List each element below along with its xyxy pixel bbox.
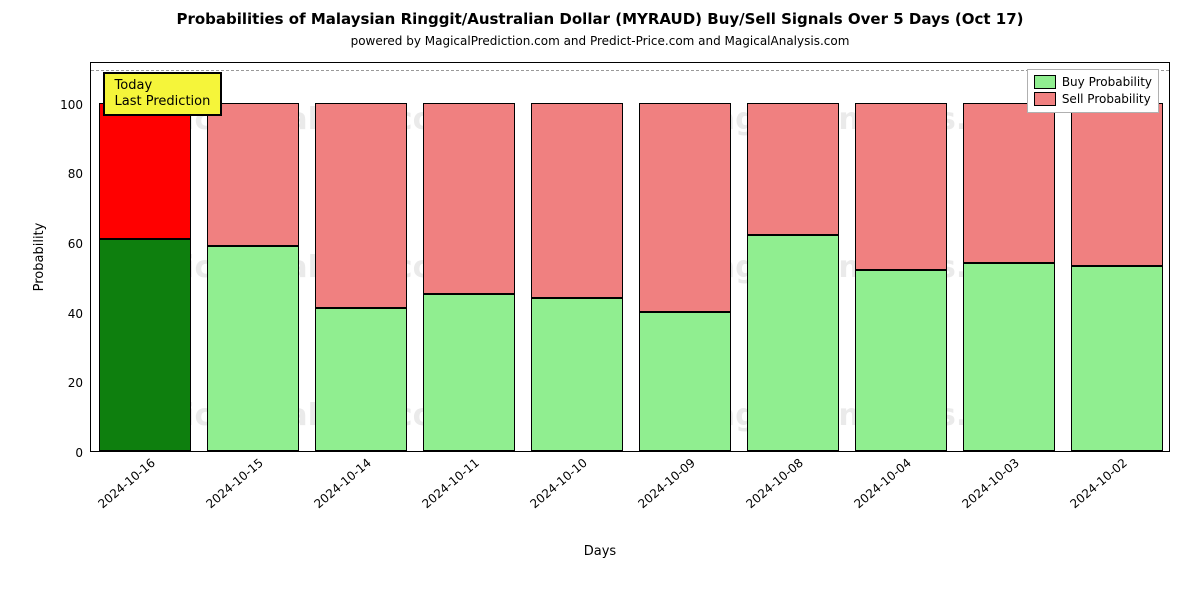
x-tick: 2024-10-04 [848,451,914,511]
sell-bar [531,103,624,298]
sell-bar [747,103,840,235]
sell-bar [423,103,516,295]
buy-bar [423,294,516,451]
legend-label: Sell Probability [1062,91,1151,108]
bar-group [1071,103,1164,451]
y-tick: 100 [60,98,91,112]
today-annotation-line1: Today [115,78,211,94]
buy-bar [1071,266,1164,451]
x-tick: 2024-10-11 [416,451,482,511]
bar-group [423,103,516,451]
bar-group [639,103,732,451]
y-tick: 40 [68,307,91,321]
buy-bar [963,263,1056,451]
y-tick: 20 [68,376,91,390]
bar-group [963,103,1056,451]
x-tick: 2024-10-02 [1064,451,1130,511]
today-annotation: TodayLast Prediction [103,72,223,117]
bar-group [207,103,300,451]
chart-subtitle: powered by MagicalPrediction.com and Pre… [0,34,1200,48]
y-axis-label: Probability [32,223,47,292]
x-tick: 2024-10-14 [308,451,374,511]
y-tick: 80 [68,167,91,181]
sell-bar [1071,103,1164,267]
gridline [91,70,1169,71]
x-tick: 2024-10-16 [92,451,158,511]
buy-bar [315,308,408,451]
buy-bar [99,239,192,451]
buy-bar [855,270,948,451]
chart-title: Probabilities of Malaysian Ringgit/Austr… [0,10,1200,28]
legend-swatch [1034,92,1056,106]
bar-group [855,103,948,451]
buy-bar [207,246,300,451]
sell-bar [207,103,300,246]
sell-bar [639,103,732,312]
y-tick: 0 [75,446,91,460]
legend: Buy ProbabilitySell Probability [1027,69,1159,113]
x-axis-label: Days [0,544,1200,559]
x-tick: 2024-10-15 [200,451,266,511]
today-annotation-line2: Last Prediction [115,94,211,110]
sell-bar [963,103,1056,263]
x-tick: 2024-10-03 [956,451,1022,511]
sell-bar [315,103,408,308]
buy-bar [747,235,840,451]
legend-item: Buy Probability [1034,74,1152,91]
bar-group [99,103,192,451]
legend-swatch [1034,75,1056,89]
legend-label: Buy Probability [1062,74,1152,91]
bar-group [531,103,624,451]
buy-bar [639,312,732,451]
plot-area: 020406080100MagicalAnalysis.comMagicalAn… [90,62,1170,452]
y-tick: 60 [68,237,91,251]
sell-bar [99,103,192,239]
bar-group [315,103,408,451]
sell-bar [855,103,948,270]
buy-bar [531,298,624,451]
x-tick: 2024-10-09 [632,451,698,511]
x-tick: 2024-10-08 [740,451,806,511]
x-tick: 2024-10-10 [524,451,590,511]
legend-item: Sell Probability [1034,91,1152,108]
bar-group [747,103,840,451]
